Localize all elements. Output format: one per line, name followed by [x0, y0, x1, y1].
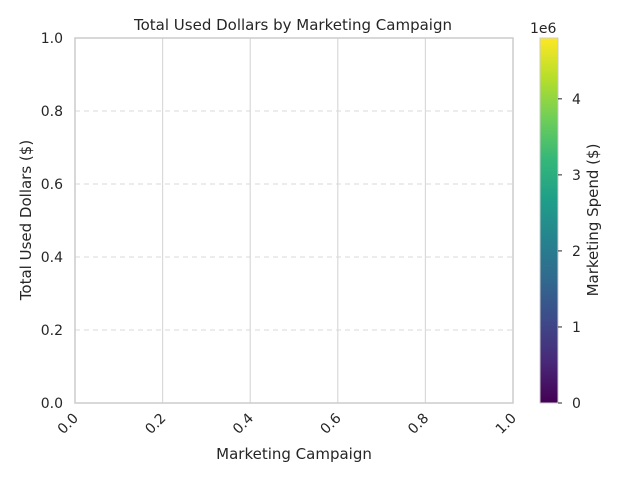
y-tick-labels: 0.0 0.2 0.4 0.6 0.8 1.0 [41, 31, 63, 412]
colorbar-tick-label: 4 [572, 92, 581, 108]
colorbar-label: Marketing Spend ($) [584, 144, 602, 297]
colorbar-offset-text: 1e6 [530, 21, 557, 37]
chart-title: Total Used Dollars by Marketing Campaign [133, 16, 452, 34]
colorbar-tick-label: 0 [572, 396, 581, 412]
y-tick-label: 1.0 [41, 31, 63, 47]
x-axis-label: Marketing Campaign [216, 445, 372, 463]
x-tick-label: 1.0 [493, 411, 520, 438]
colorbar-gradient [540, 38, 558, 403]
y-tick-label: 0.0 [41, 396, 63, 412]
y-tick-label: 0.4 [41, 250, 63, 266]
colorbar-tick-label: 2 [572, 244, 581, 260]
x-tick-label: 0.4 [230, 410, 257, 437]
y-tick-label: 0.2 [41, 323, 63, 339]
x-tick-label: 0.6 [318, 410, 345, 437]
colorbar: 1e6 0 1 2 3 4 Marketing Spend ($) [530, 21, 602, 412]
colorbar-frame [539, 37, 559, 404]
y-tick-label: 0.8 [41, 104, 63, 120]
plot-frame [74, 37, 514, 404]
y-tick-label: 0.6 [41, 177, 63, 193]
colorbar-ticks: 0 1 2 3 4 [558, 92, 581, 412]
x-tick-label: 0.0 [55, 411, 82, 438]
colorbar-tick-label: 1 [572, 320, 581, 336]
plot-area: 0.0 0.2 0.4 0.6 0.8 1.0 0.0 0.2 0.4 0.6 0.8 1.0 [41, 31, 520, 438]
y-axis-label: Total Used Dollars ($) [17, 140, 35, 301]
x-tick-label: 0.2 [142, 411, 169, 438]
colorbar-tick-label: 3 [572, 168, 581, 184]
x-tick-labels: 0.0 0.2 0.4 0.6 0.8 1.0 [55, 410, 520, 437]
x-tick-label: 0.8 [405, 411, 432, 438]
grid-layer [75, 38, 513, 403]
